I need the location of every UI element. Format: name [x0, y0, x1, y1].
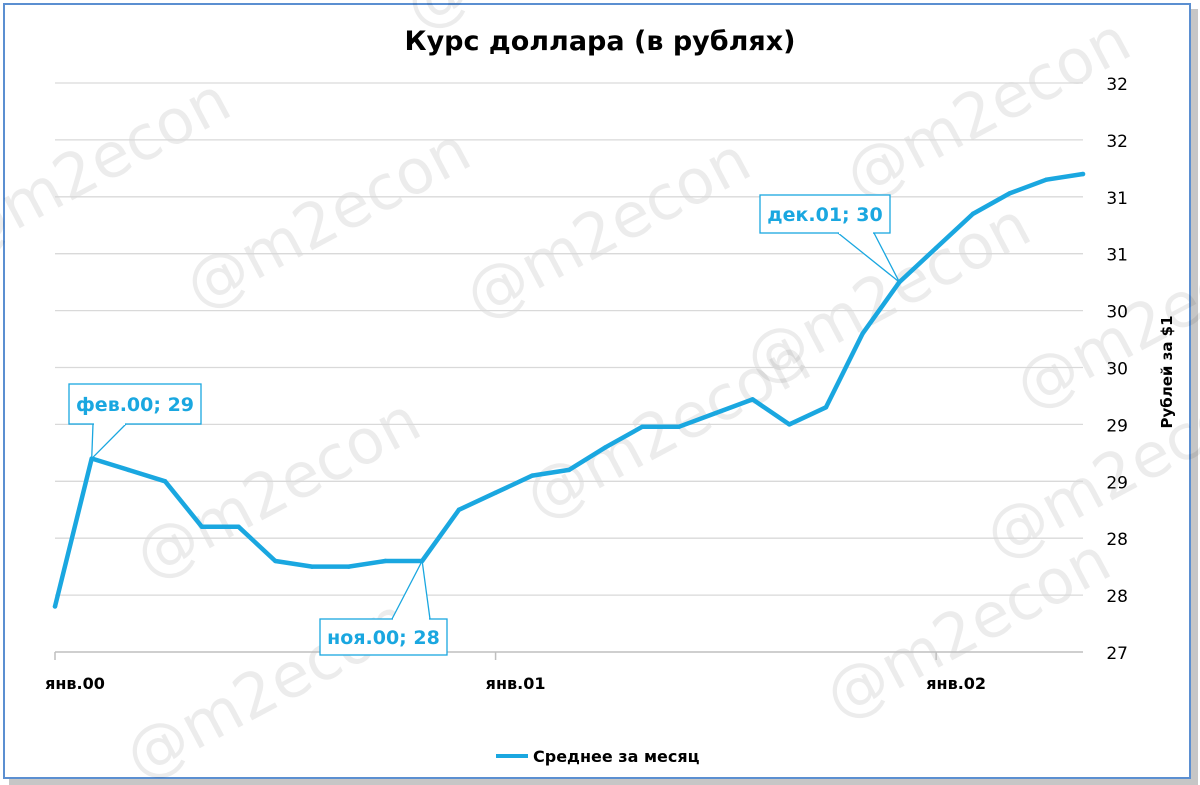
x-tick-label: янв.00 — [45, 674, 105, 693]
y-tick-label: 32 — [1106, 75, 1128, 95]
annotations: фев.00; 29 ноя.00; 28 дек.01; 30 — [68, 194, 901, 656]
y-tick-label: 30 — [1106, 360, 1128, 380]
watermark-text: @m2econ — [173, 113, 482, 324]
y-axis: 27 28 28 29 29 30 30 31 31 32 32 — [1106, 75, 1128, 664]
data-point — [162, 479, 168, 484]
y-tick-label: 28 — [1106, 587, 1128, 607]
data-point — [309, 564, 315, 569]
data-point — [713, 410, 719, 416]
y-tick-label: 28 — [1106, 530, 1128, 550]
data-point — [676, 424, 682, 429]
callout-box — [68, 383, 202, 425]
data-point — [236, 524, 241, 530]
data-point — [566, 467, 572, 473]
watermark-text: @m2econ — [113, 583, 422, 785]
y-tick-label: 31 — [1106, 189, 1128, 209]
callout-box — [319, 618, 448, 656]
callout-pointer — [91, 423, 128, 461]
x-axis: янв.00 янв.01 янв.02 — [45, 651, 1083, 693]
y-tick-label: 27 — [1106, 644, 1128, 664]
data-point — [823, 405, 829, 410]
legend-label: Среднее за месяц — [533, 747, 700, 766]
data-point — [456, 507, 462, 512]
data-point — [970, 211, 976, 217]
data-point — [640, 424, 645, 429]
gridlines — [55, 82, 1083, 596]
data-point — [750, 397, 755, 402]
data-point — [787, 422, 792, 427]
series-layer — [52, 171, 1086, 609]
data-point — [493, 490, 498, 495]
data-point — [1007, 191, 1012, 196]
chart-title: Курс доллара (в рублях) — [405, 26, 796, 57]
y-tick-label: 32 — [1106, 132, 1128, 152]
legend: Среднее за месяц — [496, 747, 700, 766]
data-point — [52, 604, 58, 609]
data-point — [933, 245, 939, 251]
data-point — [273, 558, 278, 564]
y-axis-title: Рублей за $1 — [1158, 315, 1176, 428]
x-tick-label: янв.02 — [926, 674, 986, 693]
y-tick-label: 29 — [1106, 473, 1128, 493]
data-point — [1080, 171, 1086, 177]
y-tick-label: 30 — [1106, 303, 1128, 323]
watermark-text: @m2econ — [833, 3, 1142, 214]
watermark-text: @m2econ — [813, 523, 1122, 734]
y-tick-label: 29 — [1106, 416, 1128, 436]
data-point — [383, 558, 388, 564]
frame-shadow-bottom — [9, 779, 1198, 785]
watermark-text: @m2econ — [453, 123, 762, 334]
data-point — [1044, 177, 1049, 182]
frame-shadow-right — [1191, 9, 1198, 785]
data-point — [126, 467, 131, 473]
data-point — [530, 473, 535, 478]
chart-frame — [3, 3, 1191, 779]
x-tick-label: янв.01 — [486, 674, 546, 693]
callout-label: фев.00; 29 — [76, 394, 194, 416]
data-point — [346, 564, 351, 569]
callout-pointer — [390, 558, 431, 620]
data-point — [199, 524, 205, 530]
data-point — [860, 331, 865, 336]
callout-label: ноя.00; 28 — [327, 627, 440, 649]
callout-label: дек.01; 30 — [767, 204, 882, 226]
data-point — [603, 444, 608, 450]
y-tick-label: 31 — [1106, 246, 1128, 266]
callout-box — [759, 194, 891, 234]
